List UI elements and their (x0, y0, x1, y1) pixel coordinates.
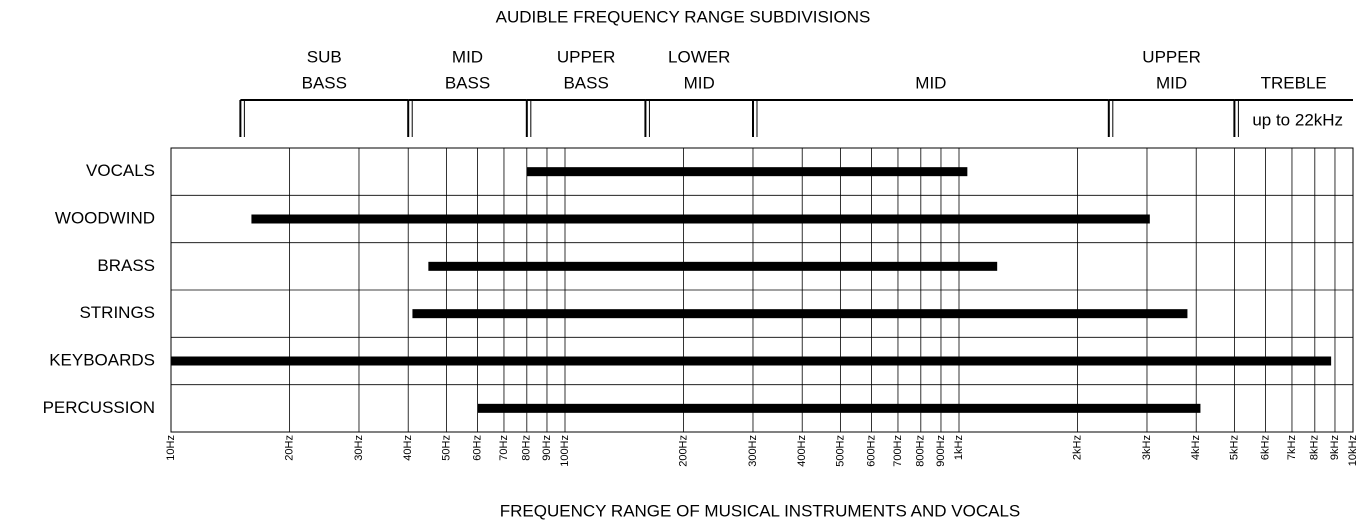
x-tick-label: 200Hz (678, 435, 690, 467)
range-bar (412, 309, 1188, 319)
band-note: up to 22kHz (1252, 110, 1343, 129)
x-tick-label: 3kHz (1141, 435, 1153, 460)
band-label: BASS (445, 73, 490, 92)
x-tick-label: 300Hz (747, 435, 759, 467)
x-tick-label: 10kHz (1347, 435, 1359, 466)
category-label: BRASS (97, 256, 155, 275)
band-label: MID (915, 73, 946, 92)
x-tick-label: 50Hz (440, 435, 452, 461)
x-tick-label: 90Hz (541, 435, 553, 461)
range-bar (428, 261, 998, 271)
x-tick-label: 6kHz (1259, 435, 1271, 460)
category-label: STRINGS (79, 303, 155, 322)
band-label: TREBLE (1261, 73, 1327, 92)
category-label: VOCALS (86, 161, 155, 180)
x-tick-label: 5kHz (1228, 435, 1240, 460)
x-tick-label: 20Hz (284, 435, 296, 461)
x-tick-label: 4kHz (1190, 435, 1202, 460)
band-label: MID (452, 47, 483, 66)
x-tick-label: 40Hz (402, 435, 414, 461)
x-tick-label: 900Hz (935, 435, 947, 467)
x-tick-label: 8kHz (1309, 435, 1321, 460)
range-bar (251, 214, 1150, 224)
x-tick-label: 100Hz (559, 435, 571, 467)
band-label: MID (1156, 73, 1187, 92)
range-bar (171, 356, 1332, 366)
x-tick-label: 10Hz (165, 435, 177, 461)
x-tick-label: 800Hz (915, 435, 927, 467)
range-bar (526, 167, 968, 177)
chart-title: AUDIBLE FREQUENCY RANGE SUBDIVISIONS (496, 7, 871, 26)
band-label: BASS (563, 73, 608, 92)
x-tick-label: 9kHz (1329, 435, 1341, 460)
x-tick-label: 700Hz (892, 435, 904, 467)
x-tick-label: 60Hz (471, 435, 483, 461)
band-label: LOWER (668, 47, 730, 66)
x-tick-label: 80Hz (521, 435, 533, 461)
band-label: UPPER (557, 47, 616, 66)
category-label: KEYBOARDS (49, 350, 155, 369)
category-label: WOODWIND (55, 208, 155, 227)
x-tick-label: 600Hz (865, 435, 877, 467)
x-tick-label: 500Hz (834, 435, 846, 467)
band-label: BASS (302, 73, 347, 92)
x-tick-label: 70Hz (498, 435, 510, 461)
x-tick-label: 7kHz (1286, 435, 1298, 460)
chart-subtitle: FREQUENCY RANGE OF MUSICAL INSTRUMENTS A… (500, 501, 1020, 520)
band-label: UPPER (1142, 47, 1201, 66)
band-label: MID (684, 73, 715, 92)
x-tick-label: 2kHz (1072, 435, 1084, 460)
band-label: SUB (307, 47, 342, 66)
x-tick-label: 400Hz (796, 435, 808, 467)
range-bar (477, 403, 1201, 413)
x-tick-label: 1kHz (953, 435, 965, 460)
x-tick-label: 30Hz (353, 435, 365, 461)
category-label: PERCUSSION (43, 398, 155, 417)
